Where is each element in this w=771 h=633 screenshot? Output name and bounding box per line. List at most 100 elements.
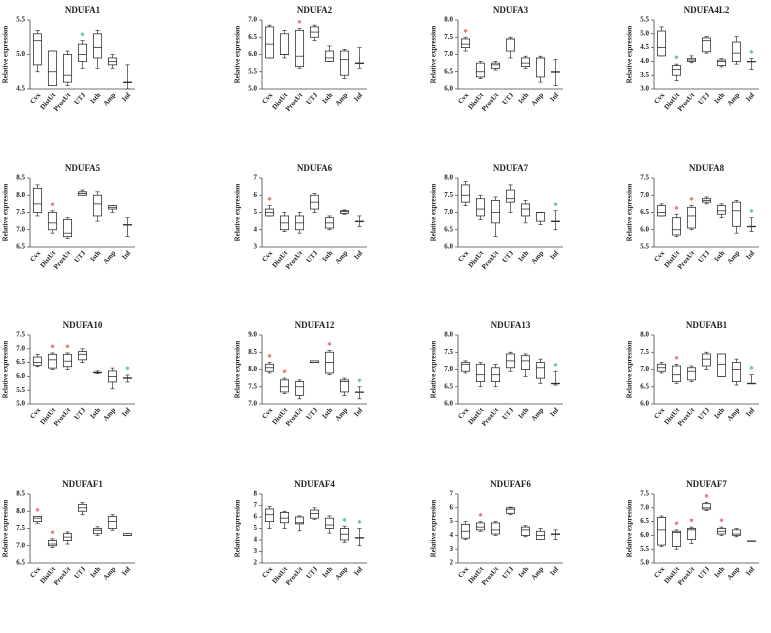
significance-mark: * xyxy=(267,196,272,206)
y-tick-label: 7.0 xyxy=(640,503,649,511)
y-tick-label: 6.5 xyxy=(16,559,25,567)
x-tick-label: Amp xyxy=(530,406,546,423)
significance-mark: * xyxy=(267,353,272,363)
significance-mark: * xyxy=(553,201,558,211)
x-tick-label: Inf xyxy=(120,565,132,578)
x-tick-label: ProxUt xyxy=(480,406,500,428)
y-tick-label: 7 xyxy=(450,490,454,498)
y-tick-label: 4.5 xyxy=(640,43,649,51)
box xyxy=(656,205,667,217)
significance-mark: * xyxy=(674,520,679,530)
y-tick-label: 6.5 xyxy=(16,358,25,366)
box xyxy=(671,217,682,236)
y-tick-label: 6.0 xyxy=(444,400,453,408)
box xyxy=(264,508,275,523)
box xyxy=(339,210,350,214)
y-tick-label: 6 xyxy=(254,513,258,521)
x-tick-label: UTJ xyxy=(73,91,88,107)
y-tick-label: 8.0 xyxy=(444,174,453,182)
chart-title: NDUFA12 xyxy=(295,320,335,330)
y-axis-label: Relative expression xyxy=(626,341,634,399)
chart-title: NDUFA1 xyxy=(65,5,101,15)
box xyxy=(47,353,58,369)
y-tick-label: 5.0 xyxy=(16,50,25,58)
box xyxy=(505,507,516,514)
box xyxy=(701,37,712,53)
box xyxy=(535,212,546,222)
x-tick-label: Inf xyxy=(744,249,756,262)
y-tick-label: 7.0 xyxy=(444,50,453,58)
box xyxy=(656,30,667,57)
x-tick-label: Inf xyxy=(352,249,364,262)
x-tick-label: UTJ xyxy=(697,406,712,422)
y-tick-label: 6.0 xyxy=(640,225,649,233)
x-tick-label: ProxUt xyxy=(676,91,696,113)
box xyxy=(535,362,546,379)
significance-mark: * xyxy=(327,341,332,351)
x-tick-label: UTJ xyxy=(305,565,320,581)
box xyxy=(460,38,471,48)
box xyxy=(294,29,305,67)
y-axis-label: Relative expression xyxy=(234,26,242,84)
x-tick-label: Amp xyxy=(726,406,742,423)
y-tick-label: 6.5 xyxy=(640,208,649,216)
x-tick-label: Inf xyxy=(120,91,132,104)
y-tick-label: 3 xyxy=(450,545,454,553)
y-tick-label: 7.5 xyxy=(16,524,25,532)
box xyxy=(520,526,531,536)
y-axis-label: Relative expression xyxy=(2,500,10,558)
x-tick-label: Inf xyxy=(352,91,364,104)
y-tick-label: 5 xyxy=(254,208,258,216)
box xyxy=(701,353,712,367)
significance-mark: * xyxy=(674,54,679,64)
box xyxy=(92,33,103,59)
y-tick-label: 6.0 xyxy=(640,531,649,539)
significance-mark: * xyxy=(689,196,694,206)
box xyxy=(731,41,742,62)
y-tick-label: 8.0 xyxy=(444,16,453,24)
significance-mark: * xyxy=(749,49,754,59)
box xyxy=(339,50,350,76)
box xyxy=(490,62,501,69)
y-tick-label: 7.5 xyxy=(444,33,453,41)
box xyxy=(279,512,290,524)
y-tick-label: 5.0 xyxy=(16,400,25,408)
significance-mark: * xyxy=(357,519,362,529)
box xyxy=(505,189,516,203)
significance-mark: * xyxy=(553,361,558,371)
y-tick-label: 4.5 xyxy=(16,85,25,93)
x-tick-label: Amp xyxy=(726,565,742,582)
significance-mark: * xyxy=(50,529,55,539)
box xyxy=(47,540,58,547)
y-tick-label: 6.0 xyxy=(248,50,257,58)
y-tick-label: 8.0 xyxy=(248,365,257,373)
box xyxy=(475,363,486,382)
x-tick-label: Inf xyxy=(352,406,364,419)
chart-title: NDUFA7 xyxy=(493,163,529,173)
y-axis-label: Relative expression xyxy=(626,500,634,558)
box xyxy=(77,43,88,62)
chart-title: NDUFAB1 xyxy=(686,320,728,330)
x-tick-label: ProxUt xyxy=(52,565,72,587)
y-tick-label: 2 xyxy=(254,559,258,567)
y-axis-label: Relative expression xyxy=(430,341,438,399)
y-tick-label: 5.5 xyxy=(248,67,257,75)
y-tick-label: 6 xyxy=(254,191,258,199)
x-tick-label: Amp xyxy=(102,406,118,423)
box xyxy=(324,517,335,529)
y-tick-label: 9.0 xyxy=(248,331,257,339)
x-tick-label: Inf xyxy=(352,565,364,578)
x-tick-label: Amp xyxy=(334,565,350,582)
y-tick-label: 6 xyxy=(450,503,454,511)
y-tick-label: 5.5 xyxy=(640,545,649,553)
box xyxy=(62,353,73,368)
box xyxy=(731,201,742,227)
box xyxy=(77,351,88,361)
box xyxy=(686,206,697,229)
x-tick-label: ProxUt xyxy=(284,249,304,271)
box xyxy=(475,522,486,531)
y-tick-label: 7.0 xyxy=(16,344,25,352)
box xyxy=(671,65,682,76)
box xyxy=(731,529,742,536)
x-tick-label: Isth xyxy=(517,91,531,105)
